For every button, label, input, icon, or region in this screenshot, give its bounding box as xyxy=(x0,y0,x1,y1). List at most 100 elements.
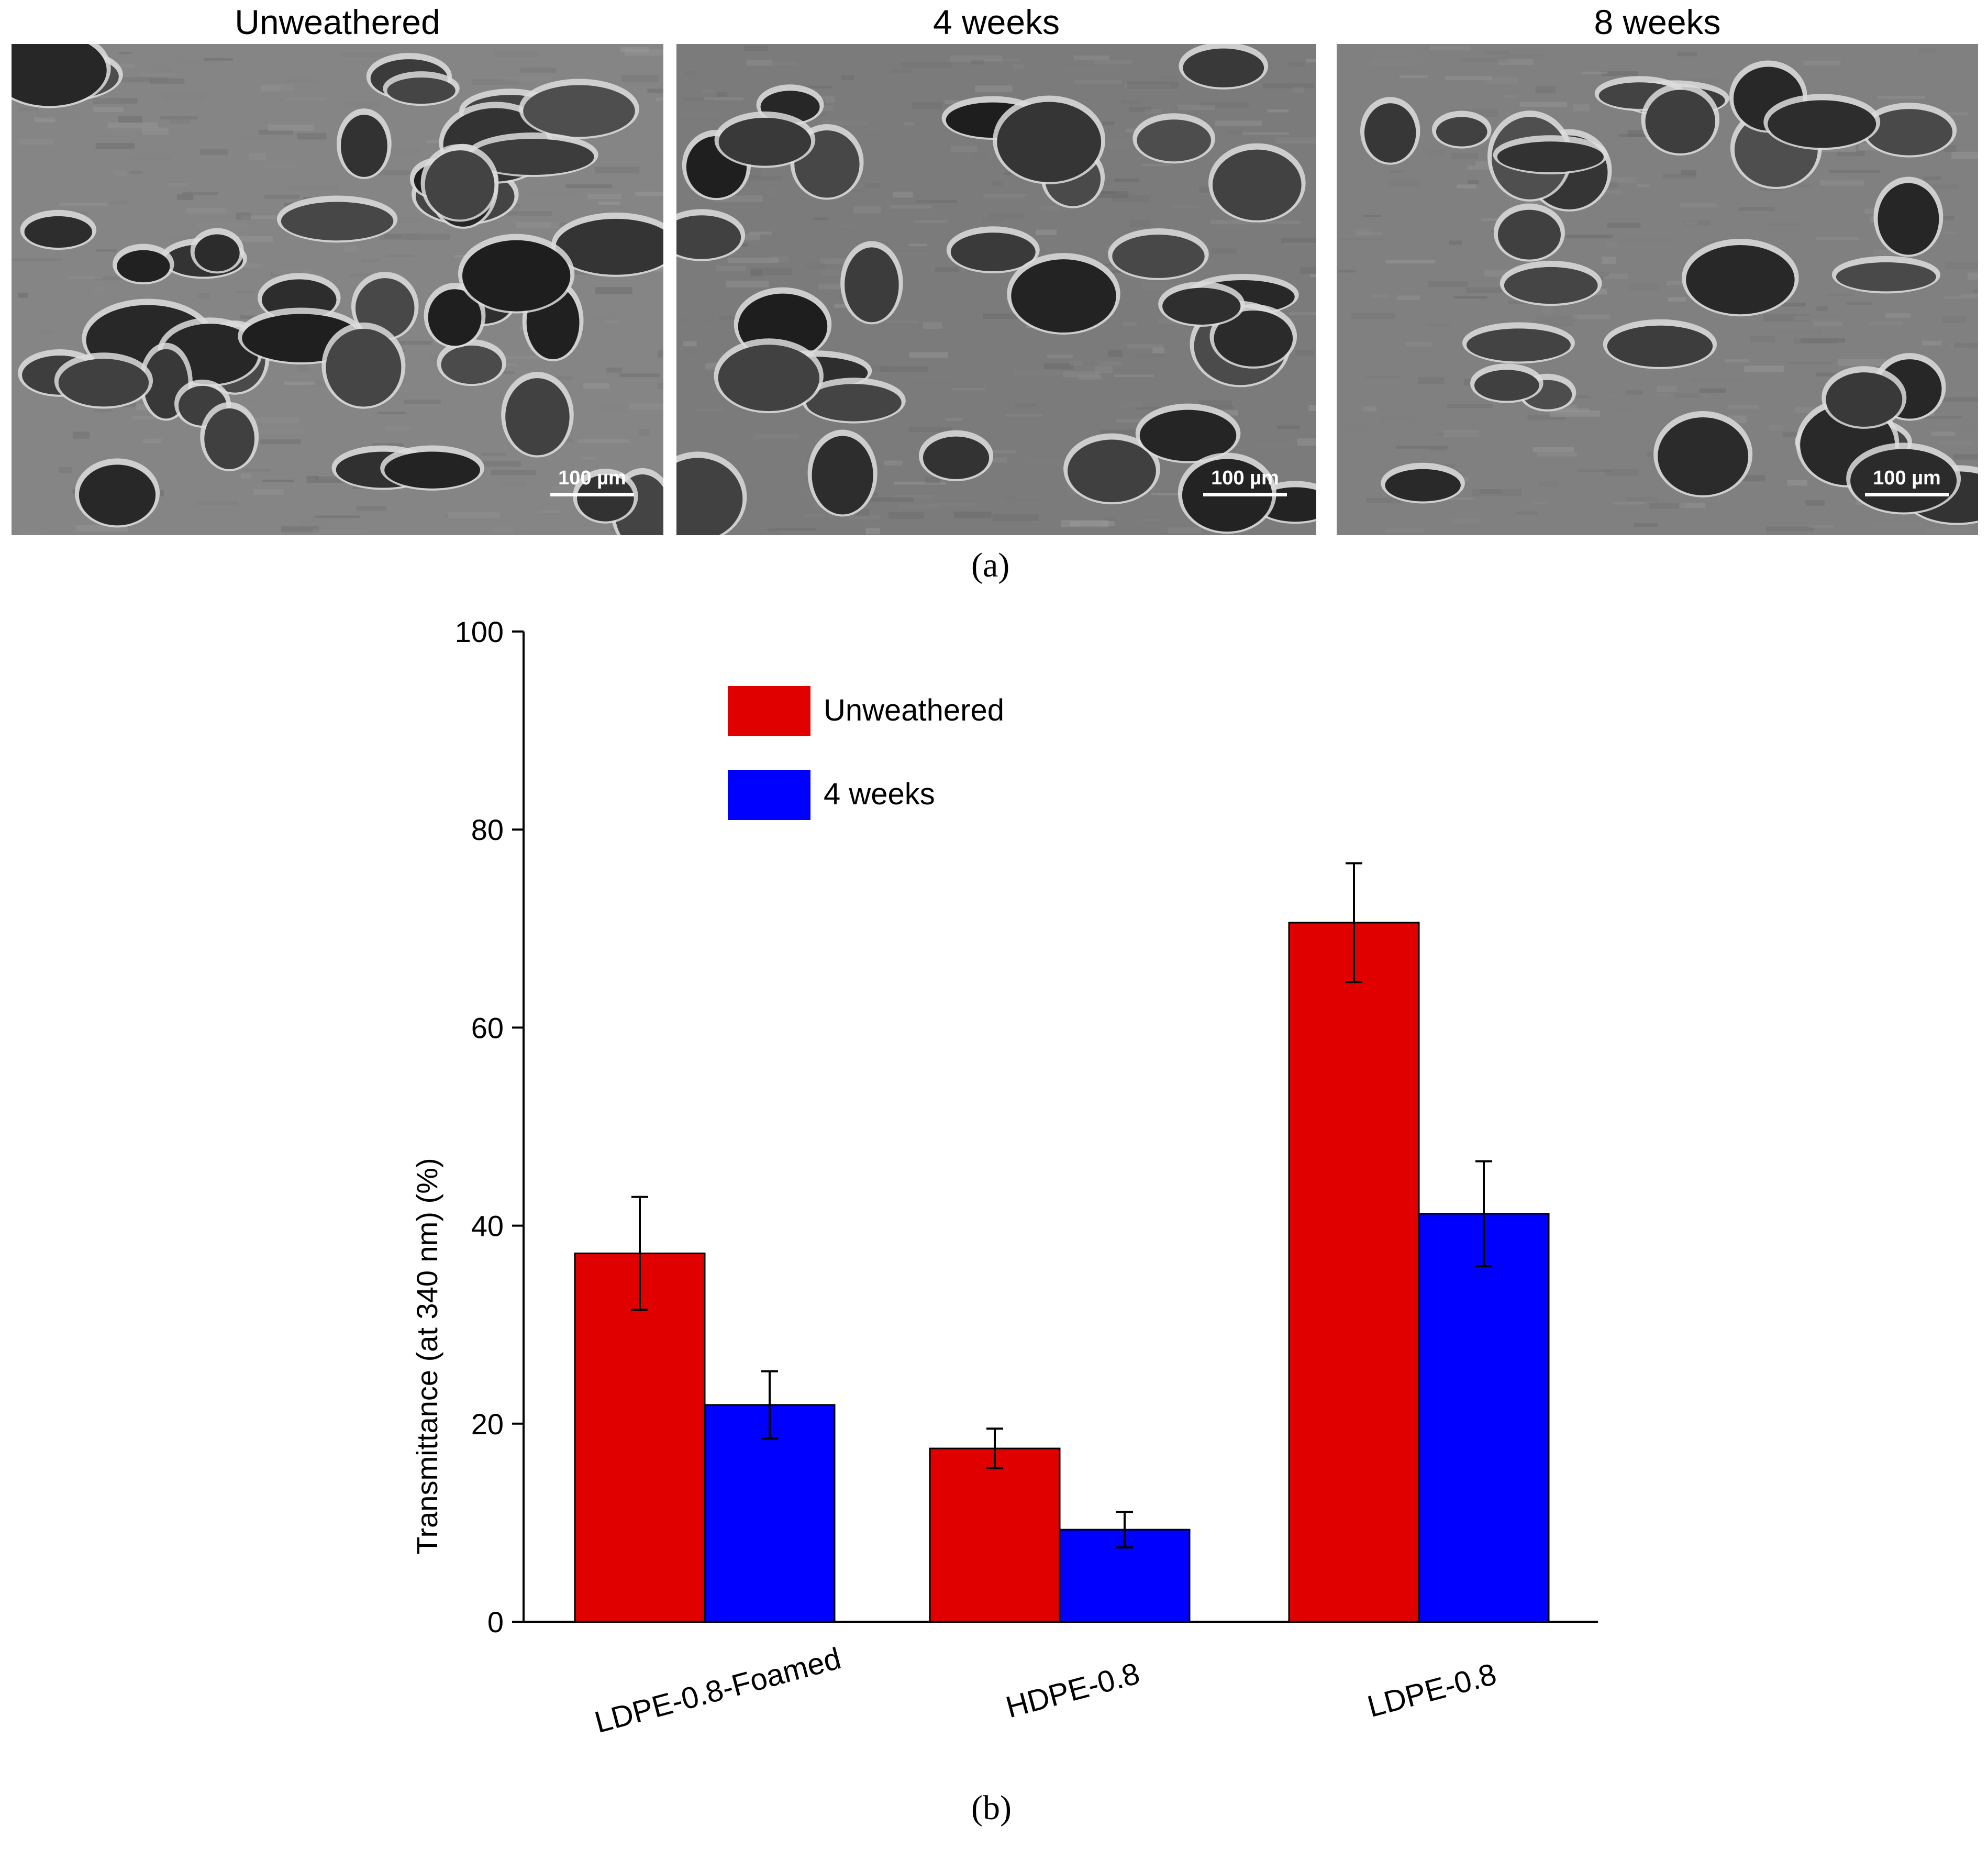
sem-grain xyxy=(1397,295,1420,301)
scale-bar: 100 µm xyxy=(550,467,634,496)
sem-grain xyxy=(1679,203,1718,208)
sem-grain xyxy=(1573,104,1590,112)
sem-grain xyxy=(284,381,315,385)
sem-grain xyxy=(1769,425,1783,430)
sem-grain xyxy=(719,316,741,320)
sem-grain xyxy=(577,439,630,443)
sem-grain xyxy=(51,251,70,258)
sem-grain xyxy=(804,514,825,518)
sem-grain xyxy=(1924,176,1941,180)
sem-grain xyxy=(1829,170,1881,173)
caption-b: (b) xyxy=(971,1789,1012,1827)
bar-unweathered-2 xyxy=(929,1447,1061,1623)
sem-texture-unweathered xyxy=(12,44,663,535)
sem-grain xyxy=(386,254,414,257)
scale-bar-line xyxy=(1203,493,1287,496)
sem-grain xyxy=(527,192,577,197)
sem-grain xyxy=(587,194,621,200)
bar-unweathered-3 xyxy=(1288,922,1420,1623)
sem-grain xyxy=(1484,51,1509,55)
sem-grain xyxy=(472,79,519,85)
sem-grain xyxy=(898,503,940,509)
sem-grain xyxy=(1592,439,1632,444)
sem-grain xyxy=(907,174,931,178)
bar-4-weeks-1 xyxy=(704,1404,836,1623)
sem-grain xyxy=(636,201,663,204)
sem-grain xyxy=(863,130,882,137)
sem-grain xyxy=(657,382,663,389)
sem-grain xyxy=(971,60,985,65)
y-tick-label: 40 xyxy=(471,1210,504,1243)
sem-grain xyxy=(114,170,127,176)
sem-grain xyxy=(495,51,539,57)
sem-grain xyxy=(984,194,1025,200)
sem-grain xyxy=(1241,132,1290,135)
sem-grain xyxy=(526,527,560,534)
sem-grain xyxy=(238,263,261,268)
sem-grain xyxy=(1053,215,1095,223)
sem-grain xyxy=(1535,316,1577,323)
sem-pore xyxy=(556,218,663,275)
sem-pore xyxy=(1645,90,1716,153)
sem-grain xyxy=(1395,446,1448,449)
sem-grain xyxy=(853,206,881,214)
sem-grain xyxy=(116,77,168,83)
sem-pore xyxy=(1474,370,1539,401)
sem-pore xyxy=(425,150,495,220)
sem-grain xyxy=(625,49,663,56)
sem-grain xyxy=(1602,257,1616,264)
sem-grain xyxy=(1678,393,1707,396)
sem-grain xyxy=(1089,191,1116,194)
sem-grain xyxy=(1289,312,1316,315)
sem-grain xyxy=(1339,238,1386,241)
sem-grain xyxy=(1626,390,1643,395)
sem-grain xyxy=(1931,431,1956,436)
transmittance-bar-chart: 0 20 40 60 80 100 LDPE-0.8-Foamed HDPE-0.8 LDPE-… xyxy=(410,615,1598,1740)
sem-grain xyxy=(442,515,490,518)
sem-grain xyxy=(1140,163,1171,167)
sem-grain xyxy=(36,115,77,119)
sem-grain xyxy=(1764,522,1814,526)
sem-grain xyxy=(1596,272,1609,277)
sem-grain xyxy=(386,217,421,223)
sem-pore xyxy=(326,328,402,407)
sem-grain xyxy=(1765,526,1814,532)
sem-grain xyxy=(565,213,601,217)
sem-grain xyxy=(1819,180,1864,186)
sem-texture-4-weeks xyxy=(676,44,1316,535)
sem-grain xyxy=(1527,415,1566,420)
sem-grain xyxy=(683,112,718,115)
sem-grain xyxy=(1426,149,1445,157)
sem-grain xyxy=(285,79,317,82)
sem-grain xyxy=(865,527,880,535)
sem-grain xyxy=(1591,288,1607,295)
sem-grain xyxy=(1657,394,1669,396)
sem-grain xyxy=(1565,235,1613,239)
sem-pore xyxy=(1364,103,1416,163)
sem-grain xyxy=(923,322,942,329)
sem-grain xyxy=(169,236,201,240)
sem-grain xyxy=(268,124,314,131)
sem-pore xyxy=(997,102,1102,182)
sem-grain xyxy=(691,319,707,324)
sem-grain xyxy=(909,381,950,384)
sem-grain xyxy=(1338,270,1356,273)
sem-grain xyxy=(243,311,272,316)
sem-grain xyxy=(1618,134,1658,137)
sem-grain xyxy=(986,450,1017,453)
sem-grain xyxy=(1051,495,1104,497)
sem-grain xyxy=(1973,289,1978,293)
sem-grain xyxy=(162,93,206,100)
sem-grain xyxy=(281,526,319,533)
sem-grain xyxy=(1759,187,1783,191)
sem-grain xyxy=(240,473,251,479)
sem-grain xyxy=(342,283,364,286)
sem-pore xyxy=(340,115,387,177)
sem-grain xyxy=(1590,177,1637,183)
sem-grain xyxy=(1681,78,1719,84)
sem-grain xyxy=(925,477,941,484)
sem-grain xyxy=(1939,441,1972,446)
y-axis-label: Transmittance (at 340 nm) (%) xyxy=(410,1158,443,1554)
sem-pore xyxy=(718,117,812,166)
sem-grain xyxy=(766,61,798,65)
